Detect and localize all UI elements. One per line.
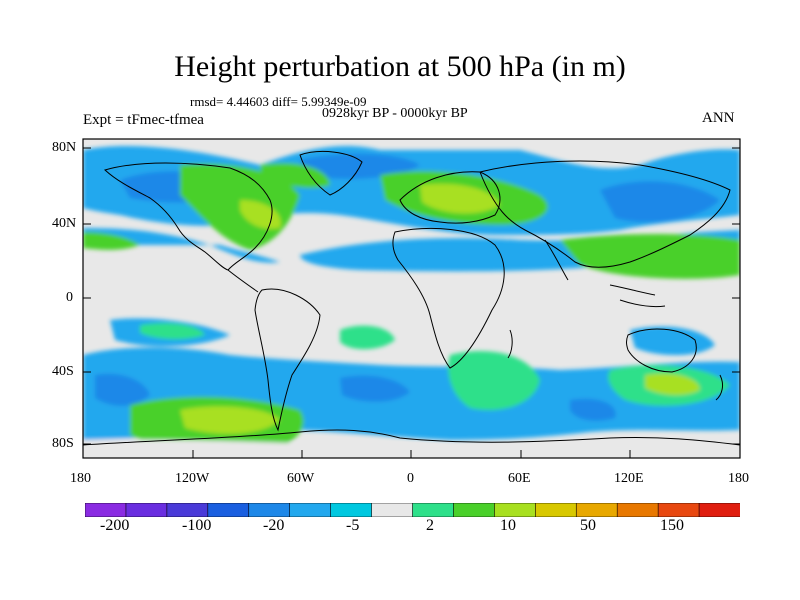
lon-label-120w: 120W: [175, 471, 210, 486]
contour-field: [83, 139, 740, 458]
season-label: ANN: [702, 110, 735, 126]
axis-ticks: [83, 147, 740, 458]
lat-label-0: 0: [66, 290, 73, 305]
lat-label-80s: 80S: [52, 436, 74, 451]
colorbar-label: -100: [182, 517, 212, 534]
colorbar: [85, 503, 740, 517]
colorbar-swatch: [494, 503, 537, 517]
colorbar-swatch: [330, 503, 373, 517]
colorbar-label: 150: [660, 517, 684, 534]
lat-label-40s: 40S: [52, 364, 74, 379]
colorbar-swatch: [657, 503, 700, 517]
experiment-label: Expt = tFmec-tfmea: [83, 112, 204, 128]
colorbar-swatch: [248, 503, 291, 517]
colorbar-label: -200: [100, 517, 130, 534]
colorbar-swatch: [289, 503, 332, 517]
colorbar-swatch: [575, 503, 618, 517]
map-title: Height perturbation at 500 hPa (in m): [174, 50, 626, 83]
colorbar-swatch: [371, 503, 414, 517]
period-label: 0928kyr BP - 0000kyr BP: [322, 106, 468, 121]
lon-label-180w: 180: [70, 471, 91, 486]
colorbar-swatch: [207, 503, 250, 517]
lon-label-60e: 60E: [508, 471, 531, 486]
colorbar-swatch: [453, 503, 496, 517]
colorbar-swatch: [535, 503, 578, 517]
colorbar-label: 50: [580, 517, 596, 534]
lon-label-60w: 60W: [287, 471, 315, 486]
colorbar-swatch: [412, 503, 455, 517]
colorbar-label: -20: [263, 517, 285, 534]
colorbar-label: 10: [500, 517, 516, 534]
colorbar-label: -5: [346, 517, 360, 534]
colorbar-swatch: [125, 503, 168, 517]
lat-label-40n: 40N: [52, 216, 77, 231]
rmsd-stats: rmsd= 4.44603 diff= 5.99349e-09: [190, 94, 367, 109]
colorbar-label: 2: [426, 517, 434, 534]
coastlines: [82, 150, 741, 446]
colorbar-swatch: [85, 503, 127, 517]
lon-label-0: 0: [407, 471, 414, 486]
colorbar-swatch: [166, 503, 209, 517]
colorbar-swatch: [698, 503, 740, 517]
lon-label-180e: 180: [728, 471, 749, 486]
lon-label-120e: 120E: [614, 471, 644, 486]
lat-label-80n: 80N: [52, 140, 77, 155]
colorbar-swatch: [616, 503, 659, 517]
